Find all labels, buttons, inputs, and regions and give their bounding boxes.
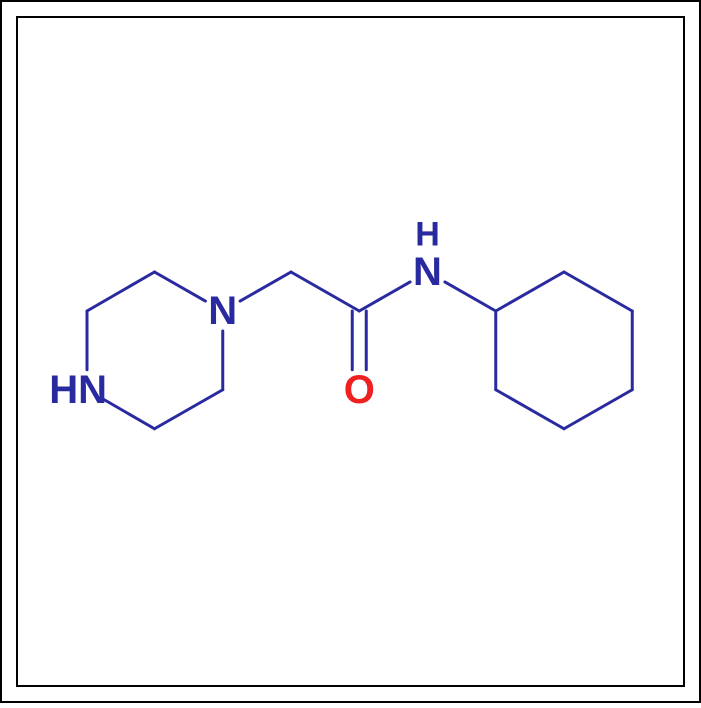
molecule: NHNONH (49, 216, 632, 429)
bond (445, 282, 496, 311)
bond (564, 390, 632, 429)
bond (564, 272, 632, 311)
atom-label-H10: H (415, 216, 440, 254)
bond (496, 272, 564, 311)
bond (359, 282, 410, 311)
bond (87, 272, 155, 311)
atom-label-N4: HN (49, 368, 107, 412)
bond (155, 272, 206, 301)
bond (291, 272, 359, 311)
outer-frame (1, 1, 700, 702)
atom-label-N10: N (413, 250, 442, 294)
atom-label-N1: N (208, 289, 237, 333)
bond (240, 272, 291, 301)
bond (104, 400, 154, 429)
inner-frame (17, 17, 684, 686)
bond (155, 390, 223, 429)
atom-label-O9: O (344, 368, 375, 412)
molecule-canvas: NHNONH (0, 0, 701, 703)
bond (496, 390, 564, 429)
